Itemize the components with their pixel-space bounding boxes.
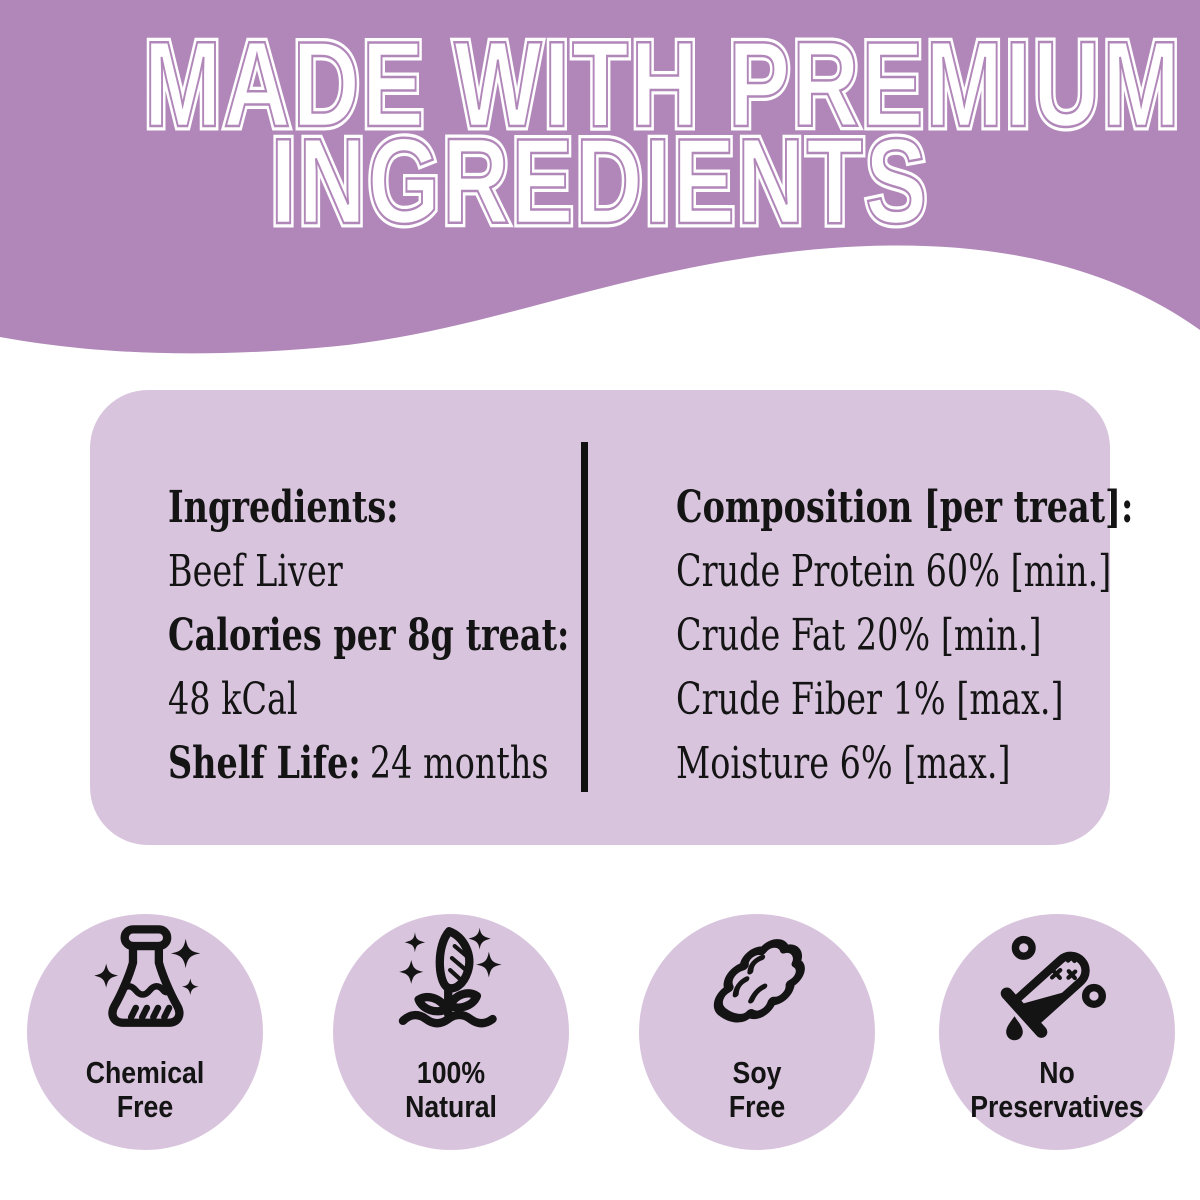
title-line-1-inline-stroke: MADE WITH PREMIUM <box>143 16 1182 152</box>
composition-row: Moisture 6% [max.] <box>676 738 1011 789</box>
title-line-1-text: MADE WITH PREMIUM <box>141 16 1184 152</box>
shelf-life-line: Shelf Life: 24 months <box>168 732 569 796</box>
card-divider <box>581 442 588 792</box>
badge-label-line-2: Free <box>116 1089 174 1124</box>
ingredients-value: Beef Liver <box>168 546 343 597</box>
ingredients-label: Ingredients: <box>168 482 399 533</box>
composition-column: Composition [per treat]: Crude Protein 6… <box>676 390 1200 796</box>
calories-label: Calories per 8g treat: <box>168 610 570 661</box>
badge-label: 100% Natural <box>350 1056 553 1124</box>
nutrition-card: Ingredients: Beef Liver Calories per 8g … <box>90 390 1133 845</box>
title-line-2-text: INGREDIENTS <box>267 113 930 249</box>
badge-100-natural: 100% Natural <box>333 914 569 1150</box>
title-line-1: MADE WITH PREMIUM MADE WITH PREMIUM <box>141 16 1184 152</box>
calories-value: 48 kCal <box>168 674 298 725</box>
badge-label-line-2: Preservatives <box>970 1089 1144 1124</box>
ingredients-column: Ingredients: Beef Liver Calories per 8g … <box>168 390 696 796</box>
title-line-2-inline-stroke: INGREDIENTS <box>270 113 930 249</box>
flask-icon <box>94 925 201 1027</box>
badge-label: No Preservatives <box>956 1056 1159 1124</box>
dropper-icon <box>1000 935 1106 1041</box>
badge-label-line-2: Natural <box>405 1089 497 1124</box>
badge-label: Soy Free <box>656 1056 859 1124</box>
badge-no-preservatives: No Preservatives <box>939 914 1175 1150</box>
plant-icon <box>398 927 502 1028</box>
shelf-life-label: Shelf Life: <box>168 738 361 789</box>
title-line-2: INGREDIENTS INGREDIENTS <box>144 113 1056 249</box>
badge-chemical-free: Chemical Free <box>27 914 263 1150</box>
soybean-icon <box>713 939 805 1023</box>
badge-label-line-2: Free <box>728 1089 786 1124</box>
shelf-life-value: 24 months <box>369 738 549 789</box>
badge-label-line-1: No <box>1039 1055 1075 1090</box>
composition-row: Crude Protein 60% [min.] <box>676 546 1112 597</box>
badge-label: Chemical Free <box>44 1056 247 1124</box>
composition-heading: Composition [per treat]: <box>676 482 1134 533</box>
header-wave-background <box>0 0 1200 354</box>
badge-label-line-1: Soy <box>732 1055 782 1090</box>
composition-row: Crude Fat 20% [min.] <box>676 610 1042 661</box>
badge-label-line-1: 100% <box>416 1055 486 1090</box>
wave-shape <box>0 0 1200 354</box>
badge-soy-free: Soy Free <box>639 914 875 1150</box>
badge-label-line-1: Chemical <box>85 1055 205 1090</box>
composition-row: Crude Fiber 1% [max.] <box>676 674 1064 725</box>
page-title: MADE WITH PREMIUM MADE WITH PREMIUM INGR… <box>141 16 1184 249</box>
